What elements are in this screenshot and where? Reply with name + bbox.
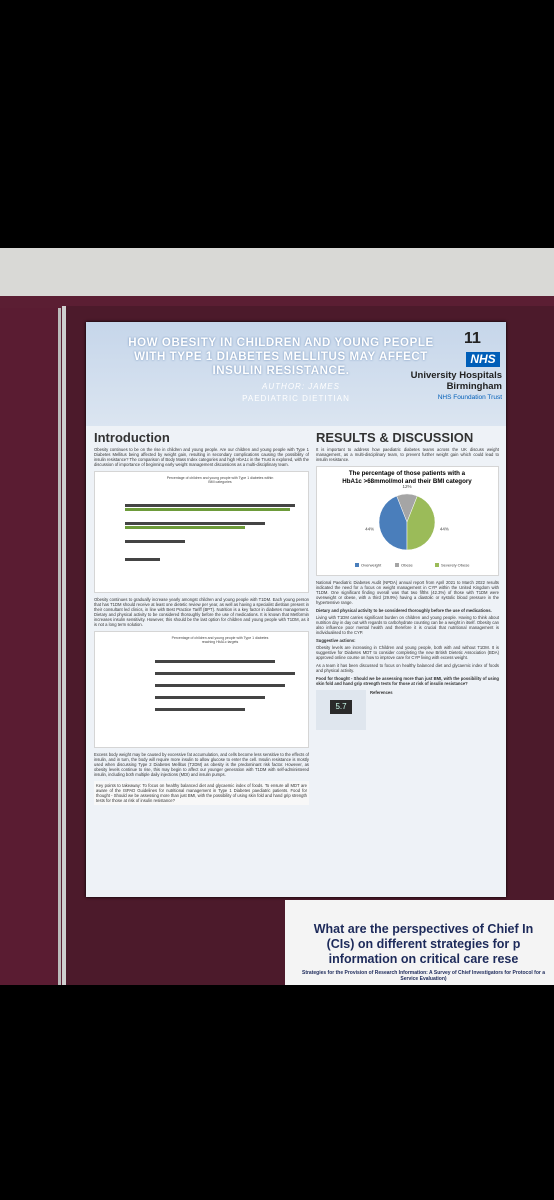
references: References	[370, 690, 393, 695]
pie-slice	[378, 495, 408, 551]
next-poster: What are the perspectives of Chief In (C…	[285, 900, 554, 985]
subheading: Food for thought - Should we be assessin…	[316, 676, 499, 686]
poster: HOW OBESITY IN CHILDREN AND YOUNG PEOPLE…	[86, 322, 506, 897]
footer-row: 5.7 References	[316, 690, 499, 730]
takeaway: Key points to takeaway: To focus on heal…	[94, 781, 309, 805]
paragraph: Obesity continues to be on the rise in c…	[94, 447, 309, 467]
role: PAEDIATRIC DIETITIAN	[242, 394, 350, 403]
legend-swatch	[435, 563, 439, 567]
figure-bars	[125, 504, 295, 561]
nhs-logo: NHS	[466, 352, 500, 367]
legend-swatch	[395, 563, 399, 567]
org: University Hospitals Birmingham	[410, 370, 502, 392]
subheading: Suggestive actions:	[316, 638, 356, 643]
subheading: Dietary and physical activity to be cons…	[316, 608, 492, 613]
paragraph: Obesity levels are increasing in Childre…	[316, 645, 499, 660]
poster-header: HOW OBESITY IN CHILDREN AND YOUNG PEOPLE…	[86, 322, 506, 426]
figure-caption: Percentage of children and young people …	[171, 636, 269, 644]
paragraph: As a team it has been discussed to focus…	[316, 663, 499, 673]
ceiling	[0, 248, 554, 296]
figure: Percentage of children and young people …	[94, 631, 309, 748]
right-column: RESULTS & DISCUSSION It is important to …	[316, 430, 499, 890]
legend-label: Overweight	[361, 563, 382, 568]
trust: NHS Foundation Trust	[437, 394, 502, 401]
slice-label: 12%	[402, 484, 411, 489]
next-title: What are the perspectives of Chief In (C…	[313, 922, 534, 966]
author: AUTHOR: JAMES	[262, 382, 340, 391]
left-column: Introduction Obesity continues to be on …	[94, 430, 309, 890]
paragraph: Living with T1DM carries significant bur…	[316, 615, 499, 635]
poster-title: HOW OBESITY IN CHILDREN AND YOUNG PEOPLE…	[128, 337, 434, 377]
heading: RESULTS & DISCUSSION	[316, 430, 474, 445]
figure-caption: Percentage of children and young people …	[166, 476, 274, 484]
slice-label: 44%	[365, 527, 374, 532]
paragraph: It is important to address how paediatri…	[316, 447, 499, 462]
figure: Percentage of children and young people …	[94, 471, 309, 593]
paragraph: Excess body weight may be caused by exce…	[94, 752, 309, 777]
next-subtitle: Strategies for the Provision of Research…	[301, 970, 545, 982]
pie-slice	[406, 495, 436, 551]
slice-label: 44%	[440, 527, 449, 532]
paragraph: Obesity continues to gradually increase …	[94, 597, 309, 627]
board	[0, 308, 61, 985]
glucose-meter: 5.7	[316, 690, 366, 730]
heading: Introduction	[94, 430, 170, 445]
meter-reading: 5.7	[330, 700, 352, 714]
legend-swatch	[355, 563, 359, 567]
figure-bars	[155, 660, 295, 711]
poster-number: 11	[464, 330, 481, 347]
paragraph: National Paediatric Diabetes Audit (NPDA…	[316, 580, 499, 605]
legend-label: Severely Obese	[441, 563, 470, 568]
legend-label: Obese	[401, 563, 414, 568]
